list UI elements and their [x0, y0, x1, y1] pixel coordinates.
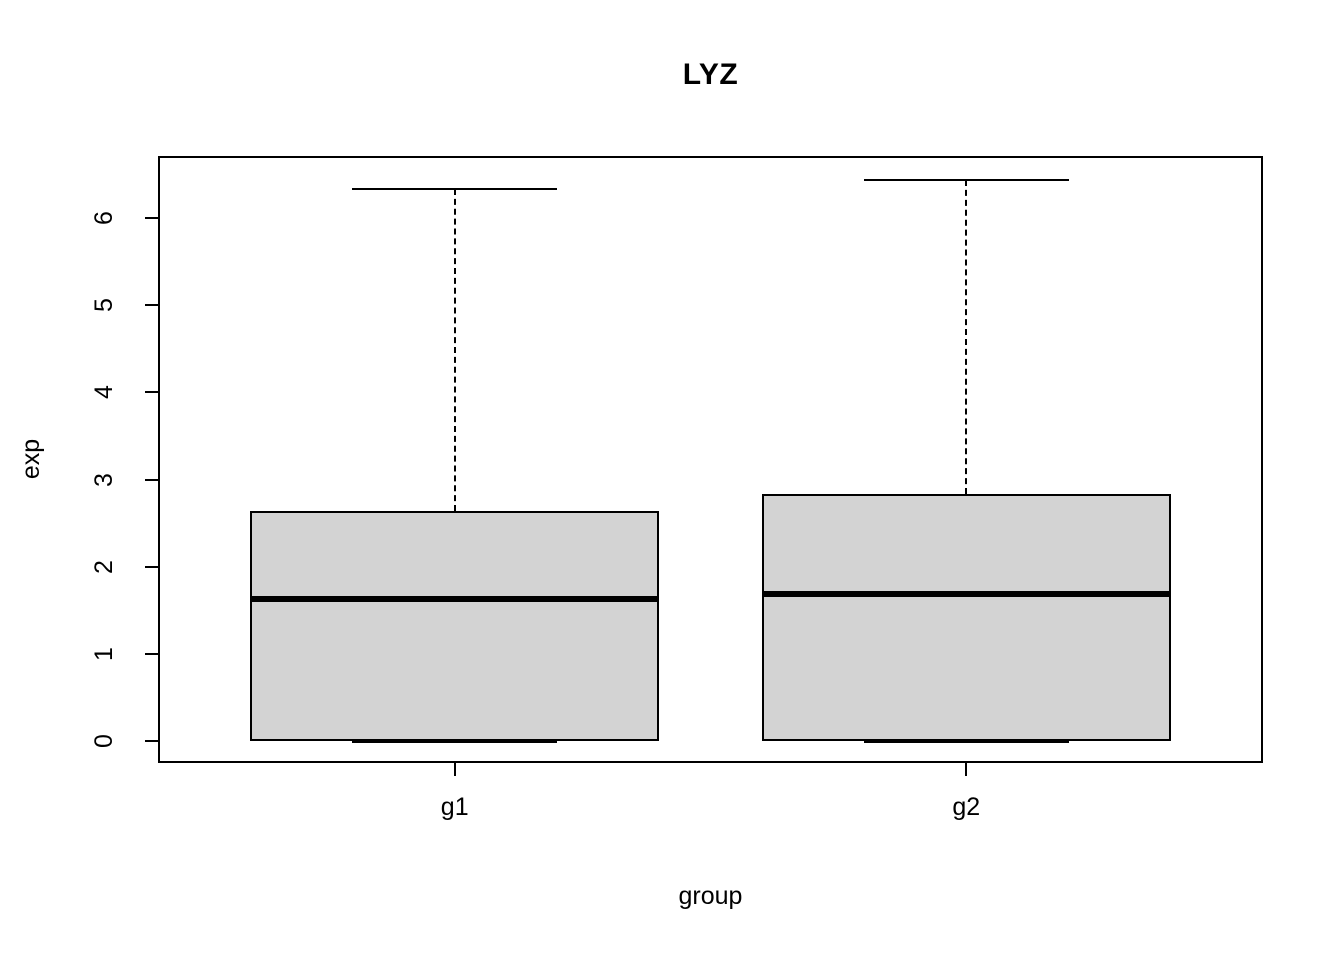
y-tick-label: 6 — [89, 210, 118, 225]
y-tick-label: 4 — [89, 385, 118, 400]
y-tick-label: 1 — [89, 647, 118, 661]
y-tick-label: 0 — [89, 734, 118, 749]
whisker-cap-bottom-g2 — [863, 739, 1069, 743]
y-tick-mark — [145, 740, 158, 743]
y-tick-label: 5 — [89, 298, 118, 313]
x-tick-label-g1: g1 — [440, 793, 469, 821]
y-tick-mark — [145, 652, 158, 655]
x-axis-label: group — [678, 882, 743, 910]
y-tick-mark — [145, 304, 158, 307]
boxplot-box-g2 — [761, 494, 1171, 742]
x-tick-label-g2: g2 — [952, 793, 981, 821]
median-line-g1 — [250, 596, 660, 603]
y-axis-label: exp — [16, 438, 45, 480]
y-tick-label: 3 — [89, 472, 118, 487]
chart-title: LYZ — [682, 58, 739, 91]
whisker-cap-top-g2 — [863, 178, 1069, 181]
whisker-line-g1 — [453, 189, 456, 511]
whisker-line-g2 — [965, 179, 968, 495]
y-tick-mark — [145, 478, 158, 481]
y-tick-mark — [145, 565, 158, 568]
y-tick-mark — [145, 391, 158, 394]
y-tick-label: 2 — [89, 559, 118, 574]
y-tick-mark — [145, 216, 158, 219]
median-line-g2 — [761, 590, 1171, 597]
x-tick-mark — [965, 763, 968, 776]
whisker-cap-bottom-g1 — [352, 739, 558, 743]
boxplot-box-g1 — [250, 510, 660, 742]
x-tick-mark — [453, 763, 456, 776]
whisker-cap-top-g1 — [352, 188, 558, 191]
